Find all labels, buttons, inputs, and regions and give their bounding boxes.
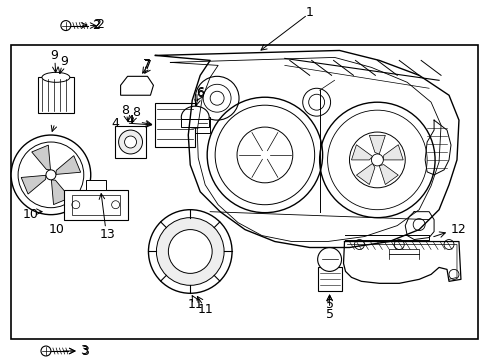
Text: 11: 11 bbox=[187, 298, 203, 311]
Text: 5: 5 bbox=[325, 308, 333, 321]
Polygon shape bbox=[32, 145, 50, 170]
Text: 6: 6 bbox=[196, 87, 203, 100]
Polygon shape bbox=[56, 156, 81, 175]
Bar bbox=[11, 45, 477, 339]
Polygon shape bbox=[383, 145, 403, 160]
Text: 4: 4 bbox=[126, 114, 134, 127]
Ellipse shape bbox=[181, 106, 209, 128]
Ellipse shape bbox=[42, 72, 70, 82]
Circle shape bbox=[124, 136, 136, 148]
Bar bbox=[317, 267, 341, 291]
Bar bbox=[85, 180, 105, 190]
Text: 8: 8 bbox=[132, 105, 140, 119]
Circle shape bbox=[168, 230, 212, 273]
Bar bbox=[72, 195, 120, 215]
Text: 1: 1 bbox=[305, 6, 313, 19]
Text: 2: 2 bbox=[96, 18, 103, 31]
Text: 3: 3 bbox=[81, 345, 88, 357]
Circle shape bbox=[370, 154, 383, 166]
Text: 2: 2 bbox=[93, 18, 101, 31]
Text: 13: 13 bbox=[100, 228, 115, 241]
Polygon shape bbox=[51, 180, 70, 204]
Text: 10: 10 bbox=[49, 223, 65, 236]
Polygon shape bbox=[351, 145, 372, 160]
Bar bbox=[195, 117, 210, 133]
Polygon shape bbox=[21, 175, 46, 194]
Text: 10: 10 bbox=[23, 208, 39, 221]
Text: 4: 4 bbox=[111, 117, 119, 130]
Bar bbox=[155, 103, 195, 147]
Bar bbox=[114, 126, 146, 158]
Text: 8: 8 bbox=[122, 104, 129, 117]
Circle shape bbox=[317, 248, 341, 271]
Circle shape bbox=[119, 130, 142, 154]
Bar bbox=[38, 77, 74, 113]
Circle shape bbox=[148, 210, 232, 293]
Text: 11: 11 bbox=[197, 303, 213, 316]
Text: 6: 6 bbox=[196, 86, 203, 99]
Text: 2: 2 bbox=[92, 19, 100, 32]
Circle shape bbox=[11, 135, 91, 215]
Text: 7: 7 bbox=[144, 59, 152, 72]
Circle shape bbox=[156, 218, 224, 285]
Text: 5: 5 bbox=[325, 298, 333, 311]
Bar bbox=[64, 190, 127, 220]
Text: 7: 7 bbox=[143, 58, 151, 71]
Polygon shape bbox=[356, 163, 374, 185]
Text: 3: 3 bbox=[80, 343, 87, 356]
Bar bbox=[181, 119, 209, 127]
Polygon shape bbox=[378, 165, 398, 185]
Circle shape bbox=[46, 170, 56, 180]
Polygon shape bbox=[121, 76, 153, 95]
Polygon shape bbox=[368, 135, 385, 154]
Text: 9: 9 bbox=[50, 49, 58, 62]
Text: 9: 9 bbox=[60, 55, 68, 68]
Text: 12: 12 bbox=[450, 223, 466, 236]
